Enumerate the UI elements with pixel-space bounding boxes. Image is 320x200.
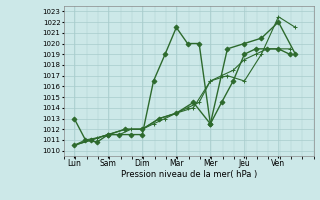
X-axis label: Pression niveau de la mer( hPa ): Pression niveau de la mer( hPa ) [121, 170, 257, 179]
